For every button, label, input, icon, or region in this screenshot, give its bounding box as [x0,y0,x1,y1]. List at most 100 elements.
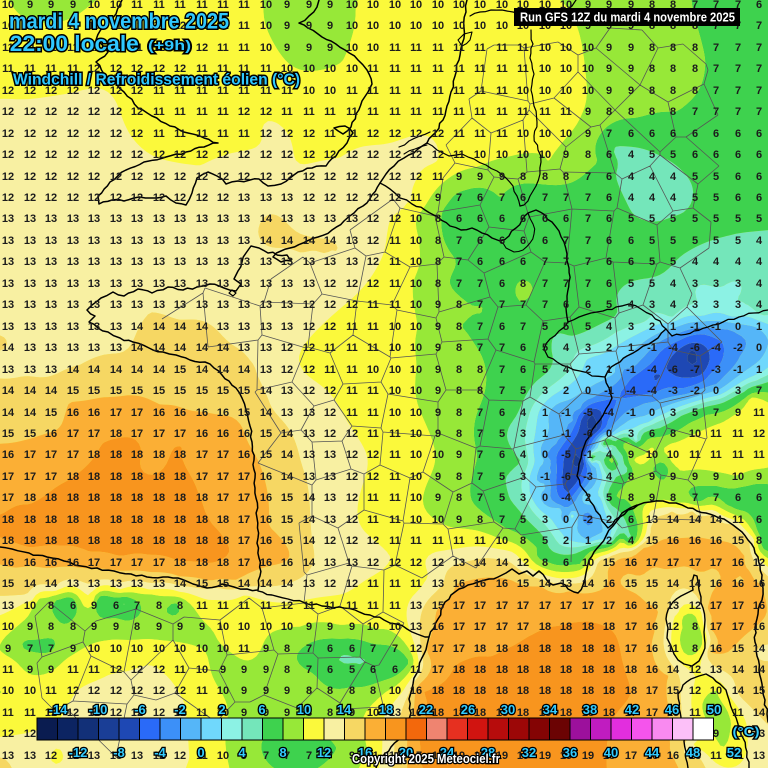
svg-text:11: 11 [367,106,379,118]
svg-text:12: 12 [689,685,701,697]
svg-text:11: 11 [474,63,486,75]
svg-text:4: 4 [628,192,635,204]
svg-text:11: 11 [453,106,465,118]
svg-text:6: 6 [563,557,569,569]
svg-text:13: 13 [303,407,315,419]
svg-text:3: 3 [735,299,741,311]
svg-text:15: 15 [24,428,36,440]
svg-text:10: 10 [410,428,422,440]
svg-text:12: 12 [389,128,401,140]
svg-text:16: 16 [174,407,186,419]
svg-text:15: 15 [217,385,229,397]
svg-text:12: 12 [217,149,229,161]
svg-text:14: 14 [174,578,187,590]
svg-text:-1: -1 [540,471,550,483]
svg-text:13: 13 [324,256,336,268]
svg-text:10: 10 [410,407,422,419]
svg-text:8: 8 [649,85,655,97]
svg-text:6: 6 [756,514,762,526]
svg-text:-2: -2 [733,342,743,354]
svg-text:18: 18 [539,664,551,676]
svg-text:17: 17 [217,449,229,461]
svg-text:9: 9 [499,171,505,183]
svg-text:7: 7 [370,643,376,655]
svg-text:6: 6 [649,428,655,440]
svg-text:12: 12 [110,192,122,204]
svg-text:6: 6 [606,149,612,161]
svg-text:-12: -12 [69,745,88,760]
svg-text:9: 9 [713,471,719,483]
svg-text:10: 10 [410,235,422,247]
svg-text:3: 3 [628,321,634,333]
svg-text:10: 10 [281,621,293,633]
svg-text:18: 18 [67,492,79,504]
svg-text:42: 42 [625,702,639,717]
svg-text:12: 12 [24,128,36,140]
svg-text:11: 11 [45,685,57,697]
svg-text:13: 13 [153,256,165,268]
svg-text:18: 18 [174,492,186,504]
svg-text:17: 17 [667,557,679,569]
svg-text:9: 9 [435,321,441,333]
svg-text:8: 8 [327,707,333,719]
svg-text:4: 4 [520,407,527,419]
svg-text:11: 11 [367,750,379,762]
svg-text:9: 9 [628,85,634,97]
svg-text:6: 6 [499,278,505,290]
svg-text:12: 12 [110,63,122,75]
svg-text:10: 10 [496,149,508,161]
svg-text:12: 12 [389,171,401,183]
svg-text:13: 13 [88,342,100,354]
svg-text:10: 10 [346,20,358,32]
svg-text:11: 11 [238,0,250,11]
svg-text:12: 12 [196,192,208,204]
svg-text:10: 10 [389,385,401,397]
svg-text:10: 10 [410,256,422,268]
svg-text:16: 16 [196,407,208,419]
svg-text:12: 12 [346,492,358,504]
svg-text:6: 6 [520,364,526,376]
svg-text:12: 12 [131,149,143,161]
svg-text:5: 5 [499,428,505,440]
svg-text:11: 11 [432,535,444,547]
svg-text:12: 12 [153,42,165,54]
svg-text:18: 18 [174,449,186,461]
svg-text:14: 14 [753,643,766,655]
svg-text:17: 17 [217,492,229,504]
svg-text:11: 11 [2,42,14,54]
svg-text:13: 13 [196,278,208,290]
svg-text:18: 18 [88,449,100,461]
svg-text:13: 13 [110,299,122,311]
svg-text:13: 13 [174,256,186,268]
svg-text:17: 17 [238,471,250,483]
svg-text:9: 9 [284,0,290,11]
svg-text:13: 13 [24,256,36,268]
svg-text:14: 14 [174,342,187,354]
svg-text:11: 11 [389,42,401,54]
svg-text:-1: -1 [626,364,636,376]
svg-text:11: 11 [753,407,765,419]
svg-text:12: 12 [303,192,315,204]
svg-text:10: 10 [539,85,551,97]
svg-text:13: 13 [260,321,272,333]
svg-text:12: 12 [324,278,336,290]
svg-text:16: 16 [710,643,722,655]
svg-text:14: 14 [24,578,37,590]
svg-text:16: 16 [2,449,14,461]
svg-text:11: 11 [710,428,722,440]
svg-text:11: 11 [281,106,293,118]
svg-text:5: 5 [628,213,634,225]
svg-text:17: 17 [689,557,701,569]
svg-text:11: 11 [710,449,722,461]
svg-text:8: 8 [456,471,462,483]
svg-text:5: 5 [670,235,676,247]
svg-text:9: 9 [241,664,247,676]
svg-text:-6: -6 [561,471,571,483]
svg-text:10: 10 [517,149,529,161]
svg-text:7: 7 [585,278,591,290]
svg-text:6: 6 [520,256,526,268]
svg-text:11: 11 [389,235,401,247]
svg-text:10: 10 [496,535,508,547]
svg-text:8: 8 [70,621,76,633]
svg-text:7: 7 [542,192,548,204]
